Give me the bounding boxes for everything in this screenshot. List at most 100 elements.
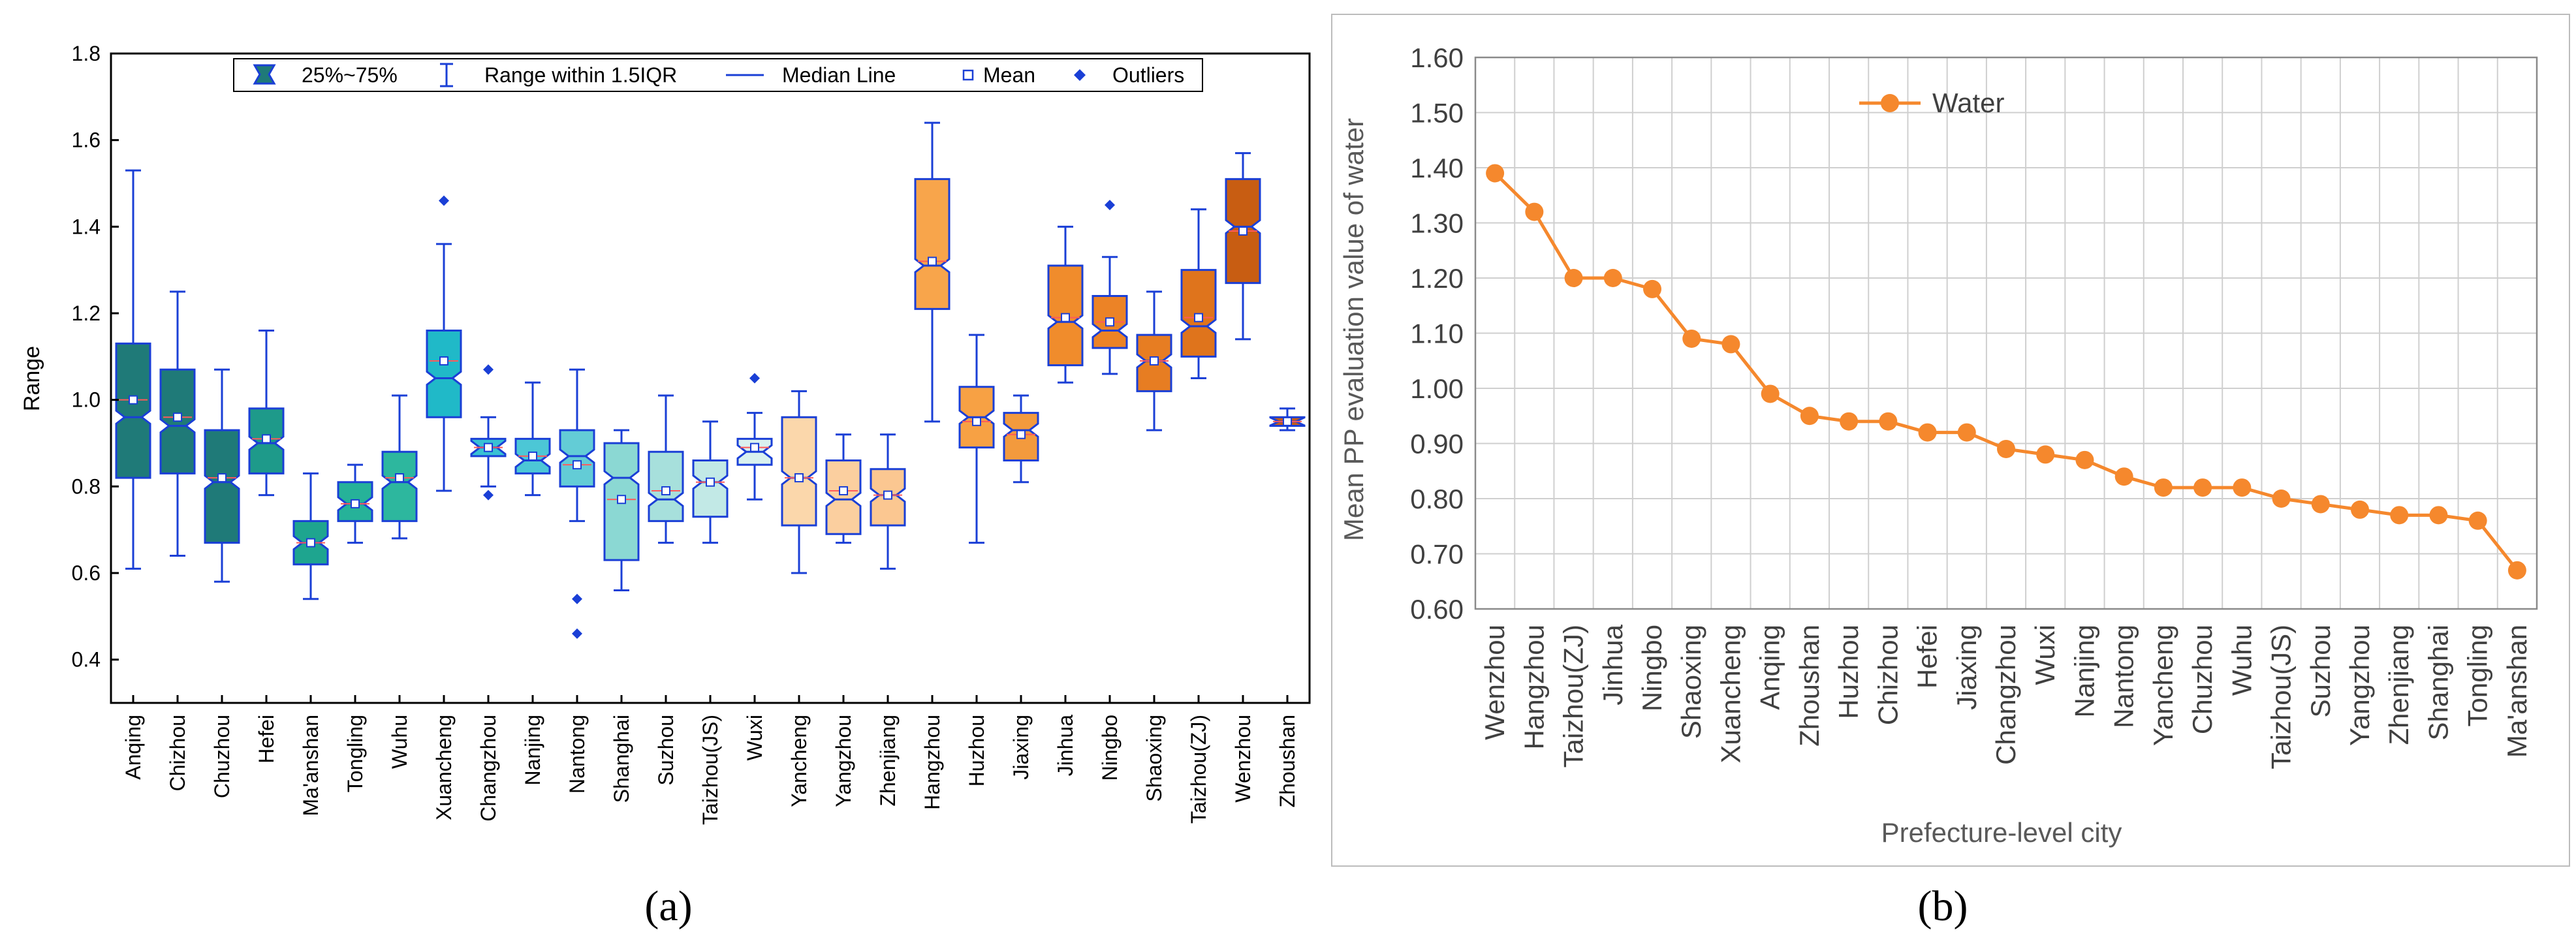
box-hangzhou — [914, 121, 950, 423]
line-chart-series — [1486, 164, 2526, 580]
box-changzhou — [470, 364, 507, 501]
x-tick-label: Huzhou — [965, 715, 988, 786]
x-tick-label: Jiaxing — [1951, 625, 1982, 710]
water-point-shaoxing — [1682, 329, 1701, 348]
x-tick-label: Nanjing — [2069, 625, 2099, 717]
x-tick-label: Yangzhou — [2344, 625, 2375, 746]
water-point-zhenjiang — [2390, 506, 2409, 525]
box-xuancheng — [426, 195, 462, 492]
box-body — [825, 459, 862, 535]
legend-label-box: 25%~75% — [302, 63, 398, 87]
line-chart-outer-frame — [1331, 14, 2570, 867]
mean-marker — [395, 473, 404, 483]
box-jiaxing — [1003, 394, 1039, 484]
water-point-wuhu — [2233, 478, 2252, 497]
legend-water-marker — [1881, 94, 1899, 112]
x-tick-label: Chuzhou — [210, 715, 234, 798]
y-tick-label: 0.8 — [72, 474, 101, 498]
y-tick-label: 0.4 — [72, 648, 101, 672]
x-tick-label: Wuhu — [2226, 625, 2257, 696]
x-tick-label: Xuancheng — [1715, 625, 1746, 764]
legend-box-symbol — [253, 64, 276, 85]
y-tick-label: 0.6 — [72, 561, 101, 585]
water-point-shanghai — [2429, 506, 2448, 525]
legend-frame — [233, 58, 1203, 92]
water-point-yangzhou — [2351, 500, 2369, 519]
x-tick-label: Taizhou(ZJ) — [1187, 715, 1210, 824]
water-point-ma-anshan — [2507, 561, 2526, 580]
x-tick-label: Jinhua — [1597, 624, 1628, 705]
y-tick-label: 1.20 — [1410, 263, 1464, 294]
line-chart-legend: Water — [1859, 87, 2004, 118]
water-point-suzhou — [2311, 495, 2330, 514]
x-tick-label: Suzhou — [2305, 625, 2336, 717]
y-tick-label: 1.8 — [72, 42, 101, 65]
legend-water-label: Water — [1932, 87, 2004, 118]
water-point-chizhou — [1879, 412, 1898, 431]
box-zhenjiang — [870, 433, 906, 570]
mean-marker — [1105, 317, 1114, 327]
x-tick-label: Chizhou — [1872, 625, 1903, 725]
mean-marker — [351, 499, 360, 508]
mean-marker — [1194, 313, 1203, 322]
y-tick-label: 1.10 — [1410, 318, 1464, 349]
x-tick-label: Tongling — [343, 715, 367, 792]
box-body — [781, 416, 817, 527]
box-ma-anshan — [292, 472, 329, 600]
line-chart-x-axis: Wenzhou Hangzhou Taizhou(ZJ) Jinhua Ningbo Sh… — [1479, 624, 2532, 769]
x-tick-label: Jinhua — [1054, 715, 1077, 777]
x-tick-label: Yancheng — [2148, 625, 2178, 746]
water-point-jinhua — [1603, 269, 1622, 287]
x-tick-label: Nanjing — [521, 715, 544, 786]
x-tick-label: Suzhou — [654, 715, 678, 786]
box-body — [115, 342, 151, 479]
box-zhoushan — [1269, 407, 1306, 431]
box-body — [204, 429, 240, 544]
legend-mean-symbol — [962, 69, 974, 81]
water-point-taizhou-zj- — [1564, 269, 1583, 287]
mean-marker — [1061, 313, 1070, 322]
box-wuhu — [381, 394, 418, 540]
box-ningbo — [1092, 200, 1128, 375]
line-chart-y-axis-label: Mean PP evaluation value of water — [1338, 118, 1369, 541]
box-taizhou-js- — [692, 420, 729, 544]
line-chart-plot-frame — [1474, 56, 2538, 610]
x-tick-label: Shaoxing — [1676, 625, 1706, 739]
y-tick-label: 1.4 — [72, 215, 101, 238]
x-tick-label: Shanghai — [2423, 625, 2453, 741]
outlier-marker — [483, 489, 494, 501]
x-tick-label: Hangzhou — [1518, 625, 1549, 749]
x-tick-label: Zhoushan — [1276, 715, 1299, 807]
mean-marker — [306, 538, 315, 548]
x-tick-label: Wuxi — [2030, 625, 2060, 685]
water-point-wuxi — [2036, 445, 2055, 464]
mean-marker — [661, 486, 670, 495]
x-tick-label: Taizhou(JS) — [2266, 625, 2297, 769]
x-tick-label: Anqing — [121, 715, 145, 780]
box-chuzhou — [204, 368, 240, 583]
x-tick-label: Nantong — [565, 715, 589, 794]
x-tick-label: Chizhou — [166, 715, 189, 791]
water-point-anqing — [1761, 384, 1780, 403]
mean-marker — [794, 473, 804, 483]
box-yangzhou — [825, 433, 862, 544]
line-chart-x-axis-label: Prefecture-level city — [1881, 817, 2122, 848]
mean-marker — [750, 442, 759, 452]
x-tick-label: Zhenjiang — [2383, 625, 2414, 745]
x-tick-label: Yancheng — [787, 715, 811, 807]
box-taizhou-zj- — [1180, 208, 1217, 379]
mean-marker — [972, 416, 981, 426]
mean-marker — [129, 395, 138, 405]
x-tick-label: Anqing — [1755, 625, 1785, 710]
x-tick-label: Wuhu — [388, 715, 411, 769]
x-tick-label: Hefei — [255, 715, 278, 764]
y-tick-label: 0.60 — [1410, 594, 1464, 625]
line-chart-panel: 0.60 0.70 0.80 0.90 1.00 1.10 1.20 1.30 1.40 1.50… — [1331, 14, 2570, 930]
mean-marker — [1283, 416, 1292, 426]
mean-marker — [217, 473, 227, 483]
y-tick-label: 1.0 — [72, 388, 101, 412]
outlier-marker — [439, 195, 449, 206]
water-point-ningbo — [1643, 279, 1661, 298]
box-wuxi — [736, 373, 773, 501]
